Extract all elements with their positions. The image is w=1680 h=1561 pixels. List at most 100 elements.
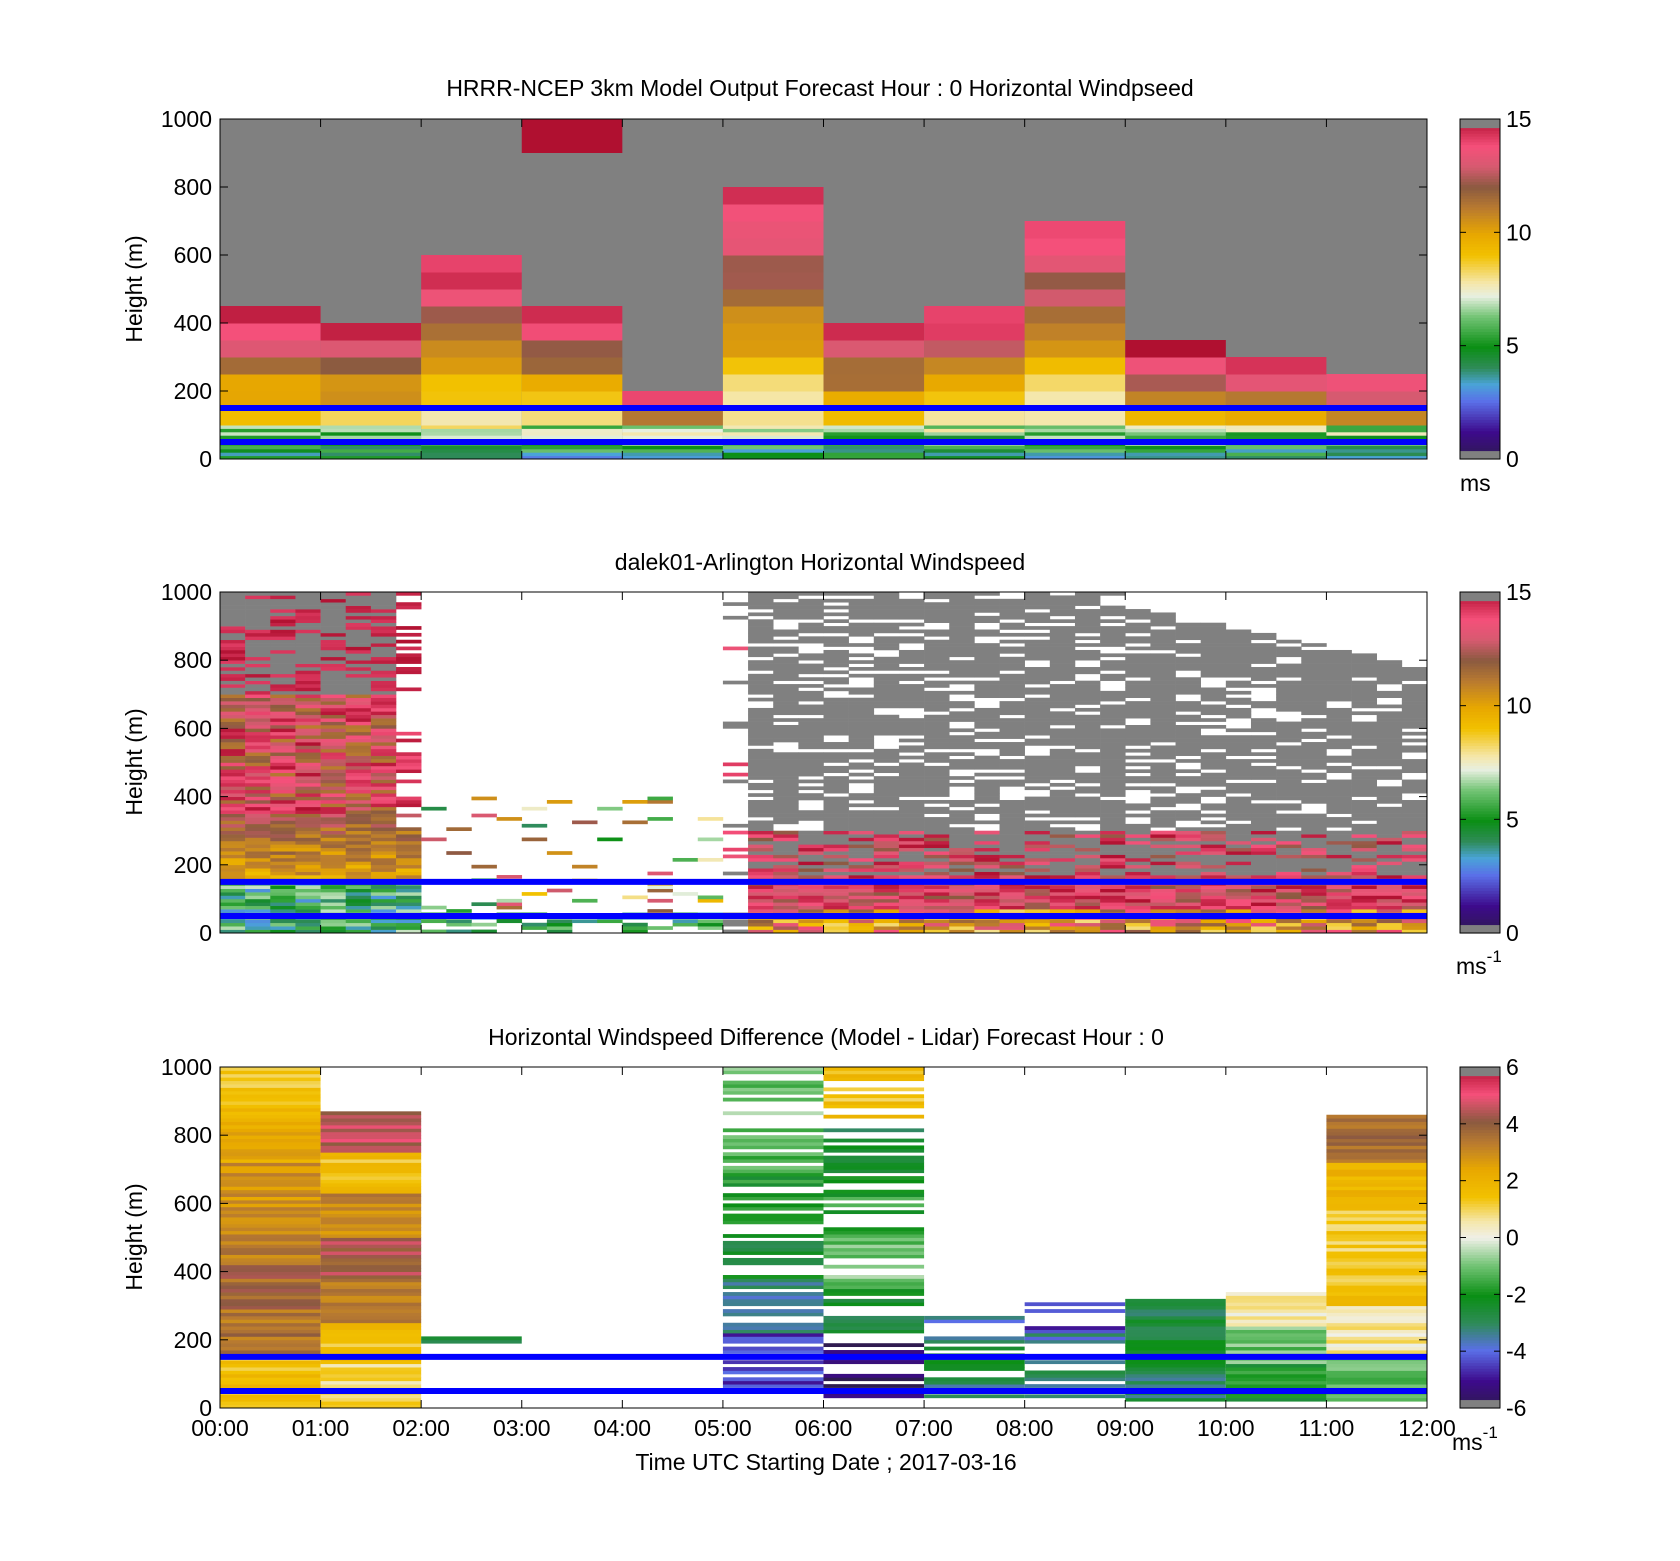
- colorbar-segment: [1460, 133, 1500, 137]
- lidar-cell: [1225, 864, 1252, 869]
- lidar-cell: [748, 929, 774, 934]
- lidar-cell: [295, 817, 321, 821]
- colorbar-segment: [1460, 300, 1500, 304]
- lidar-cell: [220, 898, 246, 903]
- lidar-cell: [1074, 830, 1101, 835]
- lidar-cell: [949, 735, 975, 739]
- lidar-cell: [496, 905, 523, 910]
- lidar-cell: [1100, 885, 1126, 889]
- lidar-cell: [471, 929, 497, 934]
- lidar-cell: [999, 875, 1025, 879]
- lidar-cell: [370, 786, 397, 791]
- lidar-cell: [1276, 892, 1302, 896]
- colorbar-tick-label: 10: [1506, 219, 1532, 245]
- lidar-cell: [370, 602, 397, 606]
- difference-cell: [722, 1070, 824, 1075]
- colorbar-segment: [1460, 342, 1500, 347]
- lidar-cell: [773, 885, 799, 889]
- difference-cell: [823, 1077, 925, 1082]
- lidar-cell: [345, 834, 372, 838]
- lidar-cell: [999, 667, 1025, 671]
- lidar-cell: [1024, 598, 1051, 603]
- lidar-cell: [295, 857, 321, 862]
- lidar-cell: [823, 813, 849, 818]
- lidar-cell: [1301, 680, 1327, 685]
- lidar-cell: [1376, 806, 1403, 811]
- model-cell: [924, 428, 1025, 433]
- lidar-cell: [245, 827, 271, 831]
- lidar-cell: [823, 707, 849, 712]
- lidar-cell: [873, 724, 900, 729]
- lidar-cell: [949, 813, 975, 818]
- lidar-cell: [370, 660, 397, 664]
- colorbar-segment: [1460, 354, 1500, 358]
- difference-cell: [1125, 1298, 1226, 1303]
- lidar-cell: [1125, 748, 1151, 753]
- lidar-cell: [1200, 738, 1227, 743]
- lidar-cell: [1074, 888, 1101, 893]
- lidar-cell: [1125, 609, 1151, 613]
- lidar-cell: [1100, 813, 1126, 818]
- difference-cell: [220, 1128, 321, 1133]
- colorbar-segment: [1460, 266, 1500, 270]
- lidar-cell: [295, 929, 321, 934]
- lidar-cell: [1250, 673, 1277, 678]
- lidar-cell: [974, 888, 1000, 893]
- lidar-cell: [924, 731, 950, 736]
- lidar-cell: [798, 898, 824, 903]
- colorbar-tick-label: 10: [1506, 693, 1532, 719]
- lidar-cell: [1250, 776, 1277, 780]
- difference-cell: [320, 1118, 422, 1122]
- lidar-cell: [1250, 752, 1277, 756]
- difference-cell: [823, 1254, 925, 1259]
- lidar-cell: [1074, 796, 1101, 801]
- lidar-cell: [320, 919, 347, 924]
- difference-cell: [722, 1138, 824, 1143]
- colorbar-segment: [1460, 1388, 1500, 1392]
- lidar-cell: [1326, 854, 1352, 859]
- lidar-cell: [1150, 694, 1176, 699]
- difference-cell: [320, 1377, 422, 1382]
- lidar-cell: [949, 629, 975, 634]
- lidar-cell: [1276, 847, 1302, 852]
- lidar-cell: [1276, 806, 1302, 811]
- lidar-cell: [421, 919, 447, 924]
- colorbar-segment: [1460, 444, 1500, 449]
- lidar-cell: [1401, 690, 1428, 695]
- lidar-cell: [1276, 646, 1302, 651]
- lidar-cell: [1225, 888, 1252, 893]
- lidar-cell: [848, 871, 875, 876]
- lidar-cell: [597, 806, 623, 811]
- colorbar-segment: [1460, 1103, 1500, 1108]
- lidar-cell: [370, 752, 397, 756]
- difference-cell: [220, 1254, 321, 1259]
- colorbar-segment: [1460, 306, 1500, 310]
- lidar-cell: [924, 782, 950, 787]
- difference-cell: [722, 1084, 824, 1088]
- lidar-cell: [1401, 854, 1428, 859]
- lidar-cell: [974, 656, 1000, 661]
- lidar-cell: [245, 892, 271, 896]
- lidar-cell: [1225, 898, 1252, 903]
- lidar-cell: [999, 745, 1025, 750]
- lidar-cell: [1024, 823, 1051, 828]
- lidar-cell: [370, 782, 397, 787]
- difference-cell: [722, 1196, 824, 1201]
- lidar-cell: [773, 663, 799, 668]
- lidar-cell: [220, 827, 246, 831]
- lidar-cell: [1150, 902, 1176, 907]
- lidar-cell: [1100, 704, 1126, 709]
- lidar-cell: [1301, 864, 1327, 869]
- difference-cell: [220, 1397, 321, 1402]
- lidar-cell: [270, 609, 296, 613]
- lidar-cell: [1401, 704, 1428, 709]
- model-cell: [722, 445, 824, 450]
- lidar-cell: [1100, 800, 1126, 804]
- lidar-cell: [949, 670, 975, 675]
- difference-cell: [1125, 1373, 1226, 1378]
- lidar-cell: [396, 847, 422, 852]
- model-cell: [722, 272, 824, 290]
- lidar-cell: [1125, 813, 1151, 818]
- difference-cell: [1326, 1210, 1427, 1215]
